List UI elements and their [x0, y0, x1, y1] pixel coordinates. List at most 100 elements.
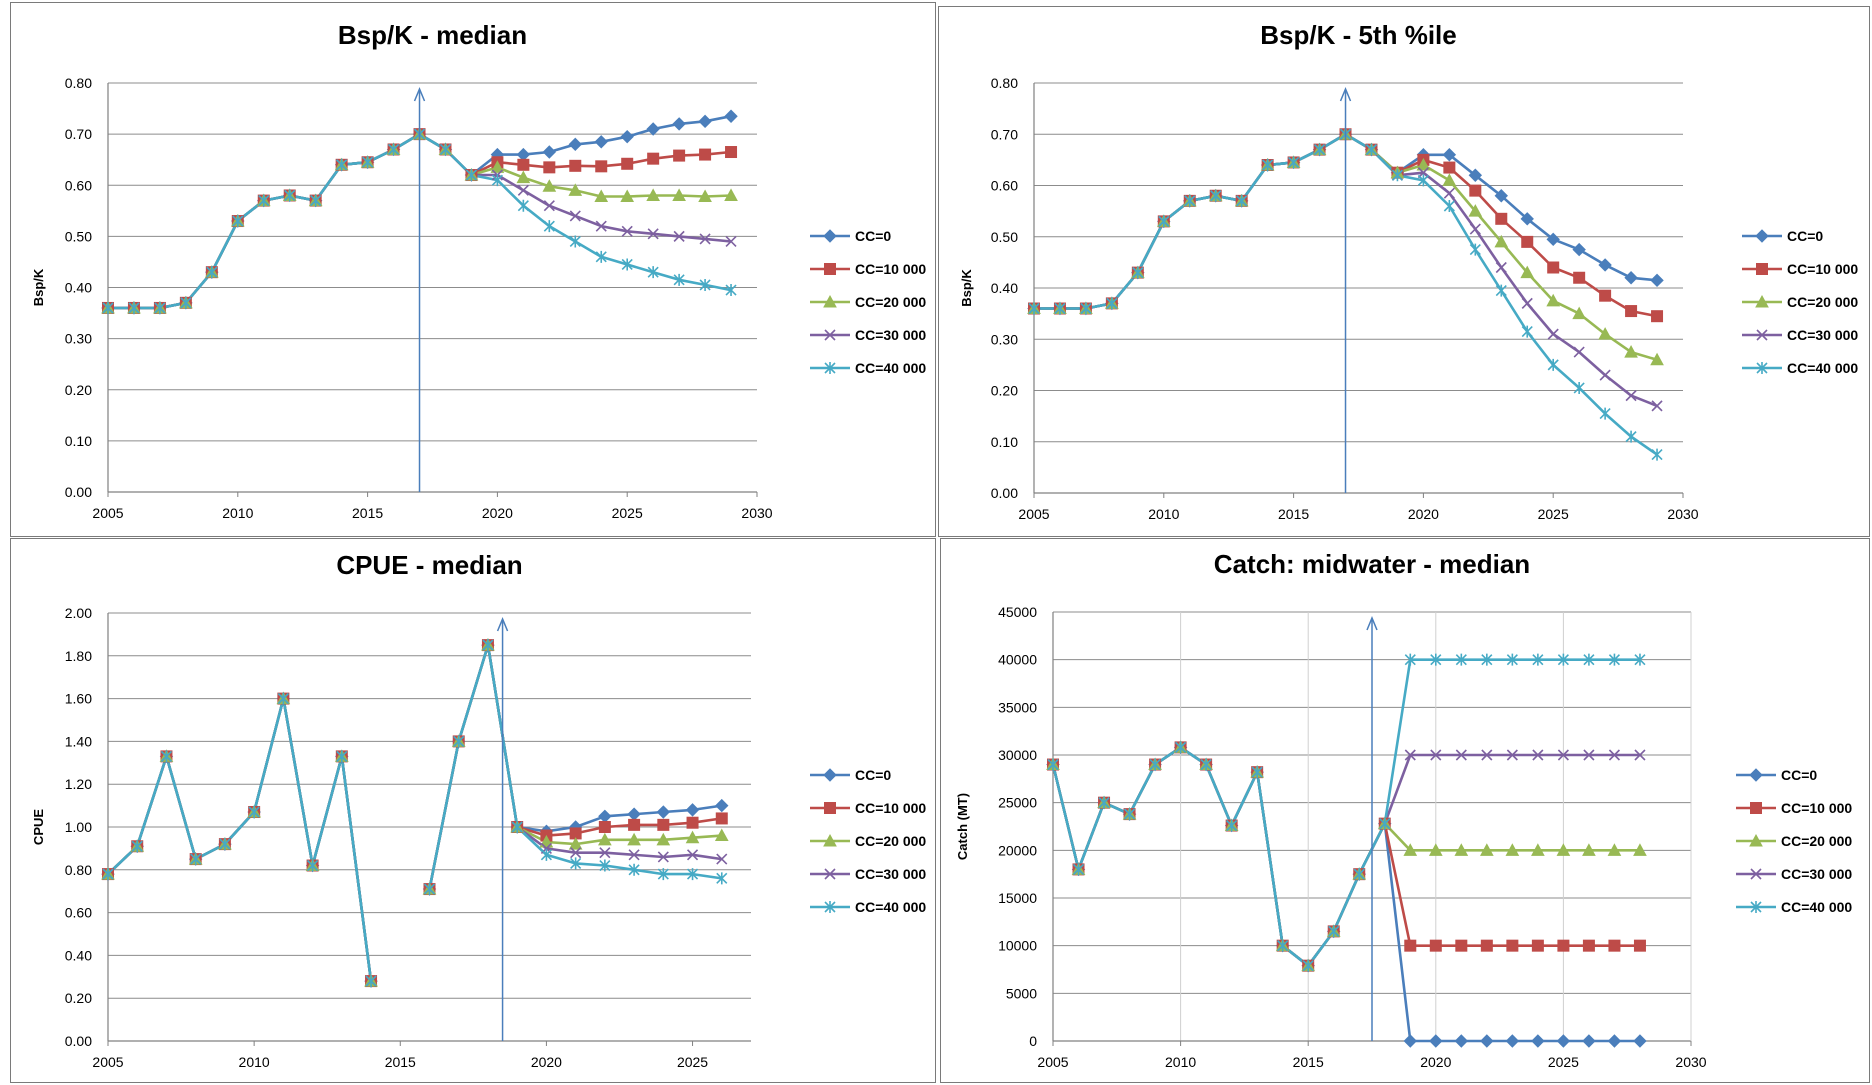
data-point — [1634, 749, 1646, 761]
data-point — [539, 834, 554, 848]
data-point — [1624, 271, 1638, 285]
data-point — [628, 818, 641, 831]
legend-entry: CC=10 000 — [1742, 261, 1858, 277]
data-point — [1403, 1034, 1417, 1048]
data-point — [598, 809, 612, 824]
legend-entry: CC=40 000 — [1736, 899, 1852, 915]
series-cc-20-000 — [1051, 746, 1640, 967]
data-point — [540, 848, 552, 861]
data-point — [1651, 310, 1664, 323]
x-tick-label: 2025 — [1538, 506, 1569, 522]
data-point — [1391, 169, 1404, 182]
data-point — [1625, 430, 1637, 443]
data-point — [1521, 235, 1534, 248]
legend-label: CC=0 — [1787, 228, 1823, 244]
data-point — [543, 200, 555, 212]
data-point — [715, 812, 728, 825]
x-tick-label: 2020 — [1408, 506, 1439, 522]
y-tick-label: 0.40 — [991, 280, 1018, 296]
data-point — [699, 278, 711, 291]
data-point — [1404, 749, 1416, 761]
projection-start-arrow — [1366, 616, 1378, 1041]
data-point — [628, 863, 640, 876]
data-point — [1556, 1034, 1571, 1048]
data-point — [258, 194, 270, 207]
data-point — [1454, 843, 1469, 856]
y-tick-label: 1.40 — [65, 733, 92, 749]
x-tick-label: 2015 — [1278, 506, 1309, 522]
data-point — [646, 188, 661, 201]
data-point — [1573, 346, 1585, 358]
x-tick-label: 2025 — [677, 1054, 708, 1070]
x-tick-label: 2010 — [1148, 506, 1179, 522]
data-point — [1495, 212, 1508, 225]
legend-entry: CC=10 000 — [810, 261, 926, 277]
data-point — [1429, 1034, 1443, 1048]
data-point — [1443, 187, 1455, 199]
data-point — [1226, 819, 1238, 832]
x-tick-label: 2025 — [1548, 1054, 1579, 1070]
data-point — [657, 868, 669, 881]
legend-label: CC=40 000 — [855, 899, 926, 915]
y-tick-label: 1.60 — [65, 691, 92, 707]
data-point — [1403, 843, 1418, 856]
data-point — [646, 122, 660, 136]
data-point — [387, 143, 400, 156]
data-point — [1072, 863, 1085, 876]
y-tick-label: 15000 — [998, 890, 1037, 906]
data-point — [685, 830, 700, 844]
chart-panel-cpue-median: CPUE - median 0.00 0.20 0.40 0.60 0.80 1.00 1.2… — [10, 538, 936, 1083]
data-point — [647, 152, 660, 165]
x-tick-label: 2025 — [612, 505, 643, 521]
data-point — [1469, 184, 1482, 197]
y-tick-label: 0.70 — [991, 126, 1018, 142]
data-point — [310, 194, 322, 207]
y-tick-label: 1.80 — [65, 648, 92, 664]
data-point — [1650, 352, 1664, 366]
data-point — [657, 818, 670, 831]
y-tick-label: 0.60 — [991, 178, 1018, 194]
data-point — [1313, 143, 1326, 156]
chart-svg: CPUE - median 0.00 0.20 0.40 0.60 0.80 1.00 1.2… — [31, 550, 926, 1070]
y-tick-label: 0.00 — [65, 484, 92, 500]
series-line — [107, 697, 373, 982]
data-point — [511, 821, 523, 833]
data-point — [1546, 232, 1560, 247]
legend-entry: CC=20 000 — [1742, 294, 1858, 310]
data-point — [1607, 843, 1622, 856]
y-tick-label: 0.50 — [991, 229, 1018, 245]
legend-entry: CC=40 000 — [1742, 360, 1858, 376]
data-point — [1158, 215, 1170, 228]
series-markers — [1047, 653, 1646, 972]
data-point — [725, 146, 738, 159]
series-line — [1051, 746, 1640, 967]
data-point — [620, 189, 635, 202]
data-point — [1365, 143, 1378, 156]
data-point — [1624, 345, 1638, 358]
data-point — [1607, 1034, 1622, 1048]
y-tick-label: 2.00 — [65, 605, 92, 621]
legend-label: CC=40 000 — [1781, 899, 1852, 915]
data-point — [131, 840, 143, 853]
chart-title: Bsp/K - median — [338, 20, 527, 50]
data-point — [1505, 1034, 1520, 1048]
data-point — [516, 147, 531, 162]
data-point — [543, 220, 555, 233]
chart-panel-bspk-5th-percentile: Bsp/K - 5th %ile 0.00 0.10 0.20 0.30 0.40 0.50… — [938, 6, 1870, 537]
data-point — [1328, 925, 1340, 938]
data-point — [219, 838, 231, 851]
data-point — [336, 158, 348, 171]
series-line — [1051, 746, 1640, 967]
x-tick-label: 2015 — [1293, 1054, 1324, 1070]
data-point — [1469, 223, 1481, 235]
data-point — [621, 157, 634, 170]
chart-panel-bspk-median: Bsp/K - median 0.00 0.10 0.20 0.30 0.40 0.50 0.… — [10, 2, 936, 537]
data-point — [1404, 653, 1416, 666]
x-tick-label: 2010 — [239, 1054, 270, 1070]
x-tick-label: 2020 — [1420, 1054, 1451, 1070]
data-point — [647, 228, 659, 240]
y-tick-label: 35000 — [998, 699, 1037, 715]
data-point — [724, 188, 738, 201]
data-point — [1379, 817, 1391, 830]
data-point — [1494, 234, 1509, 248]
